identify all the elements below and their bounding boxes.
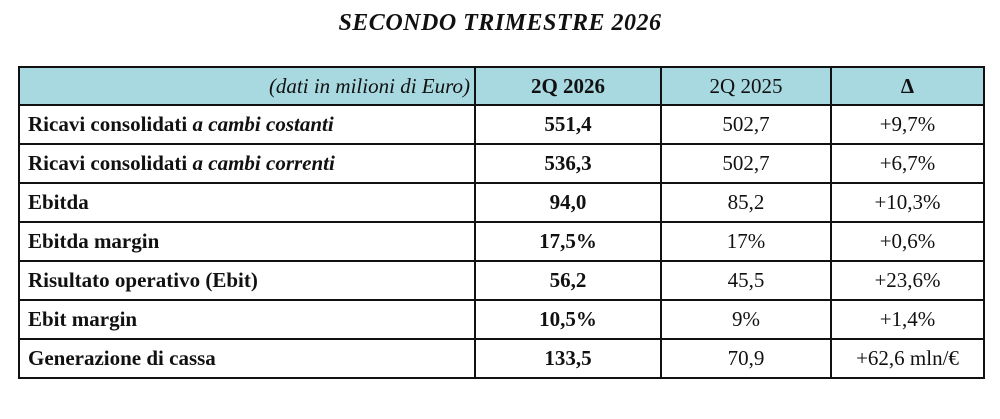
previous-value: 9%: [660, 299, 832, 340]
header-current-period: 2Q 2026: [474, 66, 662, 106]
previous-value: 85,2: [660, 182, 832, 223]
row-label-text: Generazione di cassa: [28, 346, 216, 370]
row-label-text: Ricavi consolidati: [28, 151, 193, 175]
delta-value: +10,3%: [830, 182, 985, 223]
row-label: Risultato operativo (Ebit): [18, 260, 476, 301]
row-label-text: Ebitda: [28, 190, 89, 214]
previous-value: 17%: [660, 221, 832, 262]
delta-value: +23,6%: [830, 260, 985, 301]
row-label: Ricavi consolidati a cambi correnti: [18, 143, 476, 184]
previous-value: 502,7: [660, 143, 832, 184]
previous-value: 502,7: [660, 104, 832, 145]
row-label-italic: a cambi costanti: [192, 112, 334, 136]
header-delta: Δ: [830, 66, 985, 106]
row-label: Ebit margin: [18, 299, 476, 340]
table-row: Risultato operativo (Ebit) 56,2 45,5 +23…: [18, 260, 985, 301]
row-label: Generazione di cassa: [18, 338, 476, 379]
row-label-text: Ebit margin: [28, 307, 138, 331]
page-title: SECONDO TRIMESTRE 2026: [338, 10, 662, 36]
delta-value: +6,7%: [830, 143, 985, 184]
current-value: 94,0: [474, 182, 662, 223]
table-row: Generazione di cassa 133,5 70,9 +62,6 ml…: [18, 338, 985, 379]
table-row: Ricavi consolidati a cambi costanti 551,…: [18, 104, 985, 145]
financial-summary-table: (dati in milioni di Euro) 2Q 2026 2Q 202…: [18, 66, 985, 379]
row-label-text: Ebitda margin: [28, 229, 160, 253]
header-units-label: (dati in milioni di Euro): [18, 66, 476, 106]
delta-value: +1,4%: [830, 299, 985, 340]
table-row: Ebitda margin 17,5% 17% +0,6%: [18, 221, 985, 262]
row-label: Ebitda margin: [18, 221, 476, 262]
previous-value: 70,9: [660, 338, 832, 379]
table-header-row: (dati in milioni di Euro) 2Q 2026 2Q 202…: [18, 66, 985, 106]
delta-value: +0,6%: [830, 221, 985, 262]
delta-value: +62,6 mln/€: [830, 338, 985, 379]
table-row: Ebitda 94,0 85,2 +10,3%: [18, 182, 985, 223]
table-row: Ebit margin 10,5% 9% +1,4%: [18, 299, 985, 340]
row-label-text: Ricavi consolidati: [28, 112, 193, 136]
row-label-italic: a cambi correnti: [192, 151, 335, 175]
current-value: 56,2: [474, 260, 662, 301]
row-label-text: Risultato operativo (Ebit): [28, 268, 258, 292]
row-label: Ricavi consolidati a cambi costanti: [18, 104, 476, 145]
current-value: 133,5: [474, 338, 662, 379]
delta-value: +9,7%: [830, 104, 985, 145]
current-value: 17,5%: [474, 221, 662, 262]
row-label: Ebitda: [18, 182, 476, 223]
current-value: 10,5%: [474, 299, 662, 340]
header-previous-period: 2Q 2025: [660, 66, 832, 106]
current-value: 551,4: [474, 104, 662, 145]
current-value: 536,3: [474, 143, 662, 184]
previous-value: 45,5: [660, 260, 832, 301]
table-row: Ricavi consolidati a cambi correnti 536,…: [18, 143, 985, 184]
